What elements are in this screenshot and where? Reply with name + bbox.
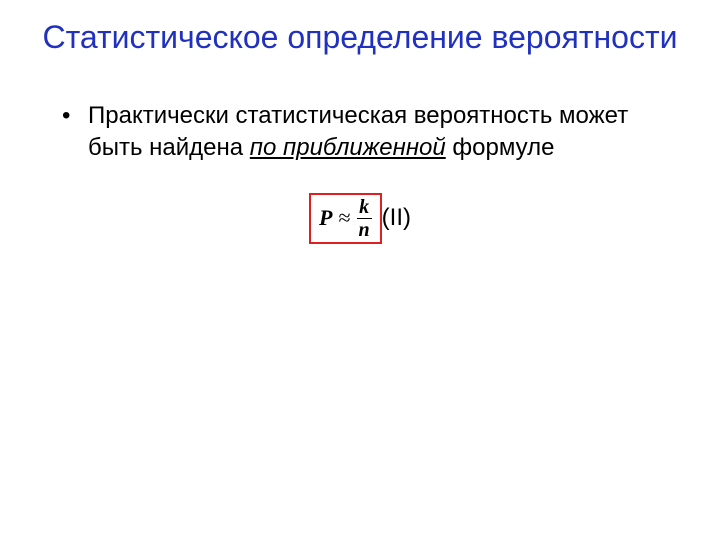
bullet-item: • Практически статистическая вероятность… (40, 100, 680, 162)
formula-numerator: k (357, 197, 371, 218)
formula-denominator: n (357, 218, 372, 240)
bullet-marker: • (62, 100, 70, 131)
formula-box: P ≈ k n (309, 193, 382, 244)
formula-P: P (319, 207, 332, 229)
slide-title: Статистическое определение вероятности (40, 18, 680, 56)
bullet-text-emphasis: по приближенной (250, 134, 446, 161)
formula-label: (II) (382, 204, 411, 232)
formula-row: P ≈ k n (II) (40, 193, 680, 244)
formula-fraction: k n (357, 197, 372, 240)
slide: Статистическое определение вероятности •… (0, 0, 720, 540)
bullet-text-suffix: формуле (446, 134, 555, 161)
formula-approx: ≈ (338, 207, 350, 229)
